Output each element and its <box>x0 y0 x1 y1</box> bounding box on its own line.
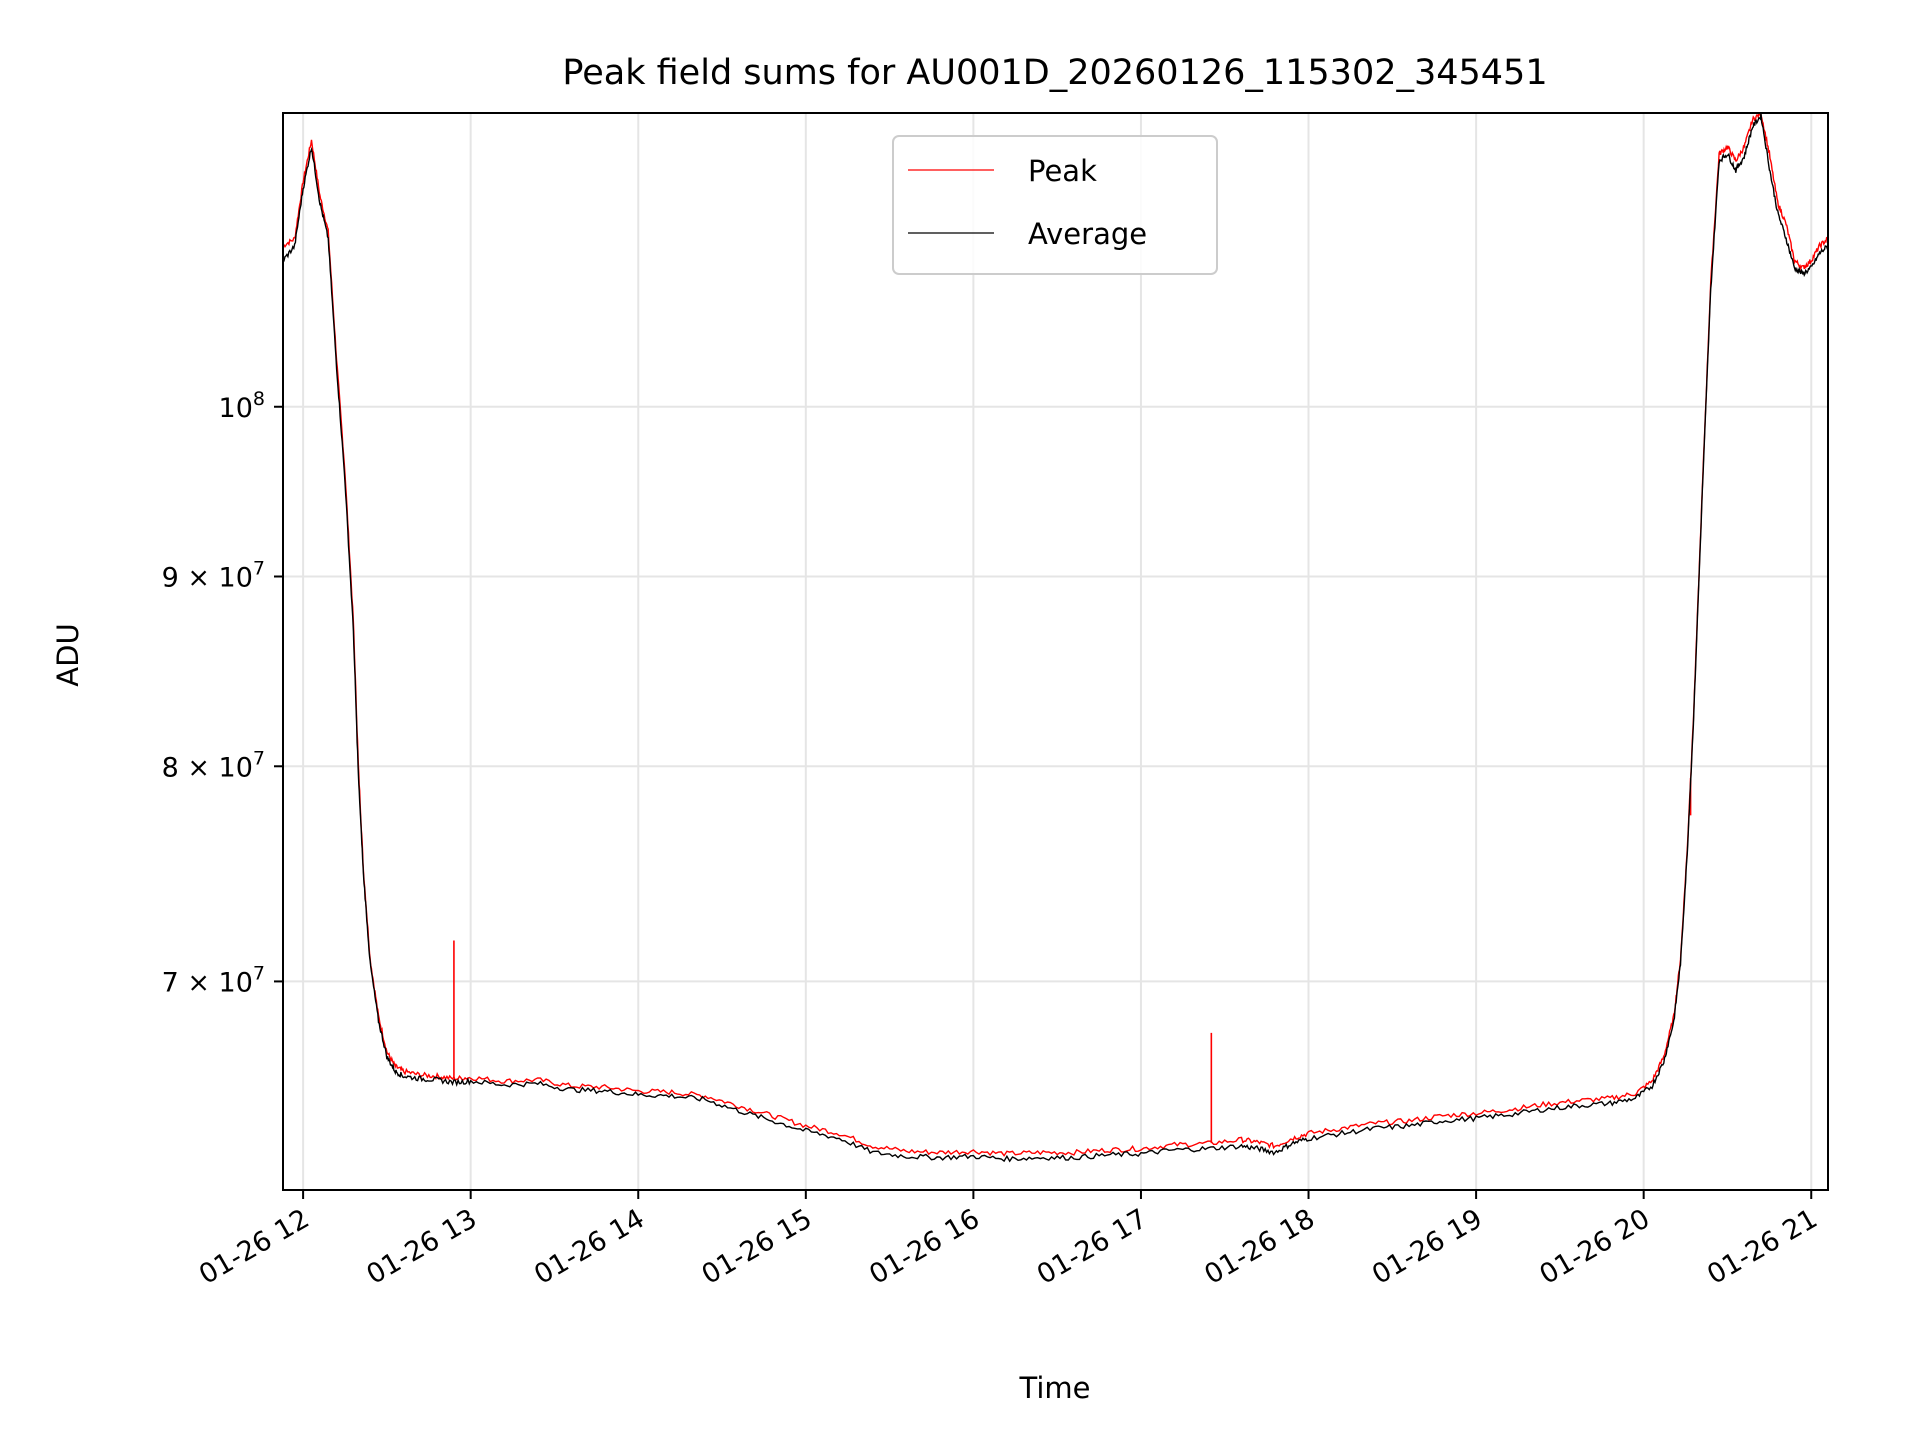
y-tick-label: 108 <box>219 388 265 424</box>
y-axis-title: ADU <box>51 623 85 686</box>
legend: Peak Average <box>892 135 1218 275</box>
series-line-peak <box>283 113 1828 1157</box>
y-tick-label: 9 × 107 <box>162 558 265 594</box>
y-tick-label: 8 × 107 <box>162 747 265 783</box>
series-line-average <box>283 113 1828 1163</box>
series-layer <box>283 113 1828 1163</box>
y-tick-label: 7 × 107 <box>162 962 265 998</box>
legend-label-average: Average <box>1028 217 1147 251</box>
plot-frame <box>282 112 1829 1191</box>
grid <box>283 113 1828 1190</box>
y-axis: 108 9 × 107 8 × 107 7 × 107 <box>162 388 283 998</box>
x-axis-title: Time <box>1019 1371 1091 1405</box>
chart-title: Peak field sums for AU001D_20260126_1153… <box>562 53 1547 93</box>
legend-label-peak: Peak <box>1028 154 1097 188</box>
